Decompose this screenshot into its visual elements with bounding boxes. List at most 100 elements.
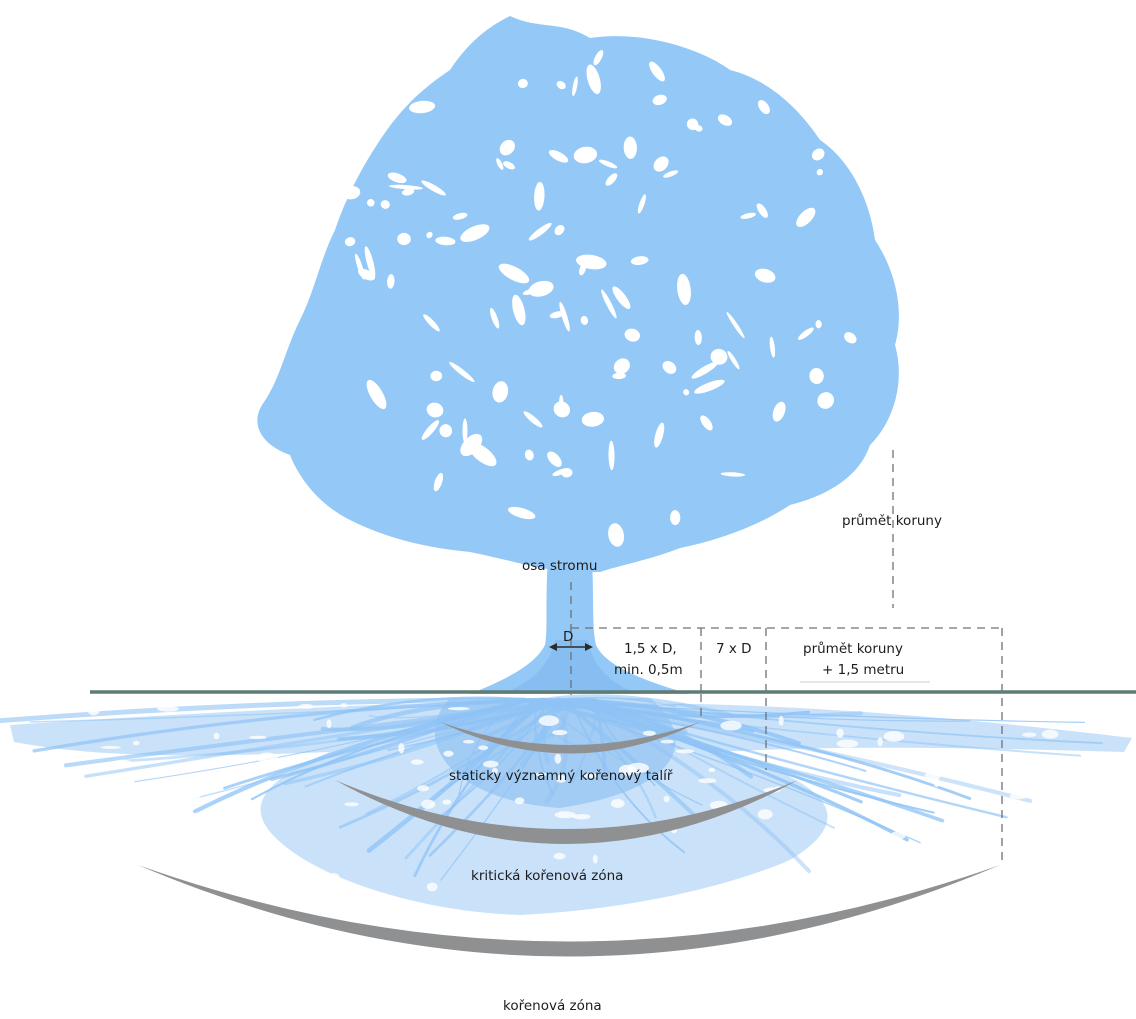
critical-root-zone-arc <box>335 780 798 844</box>
tree-crown <box>257 16 899 572</box>
crown-projection-label: průmět koruny <box>842 513 942 529</box>
root-gap <box>663 795 670 803</box>
crown-gap <box>523 411 543 428</box>
root-gap <box>778 715 784 726</box>
trunk <box>470 560 690 694</box>
crown-gap <box>561 468 573 478</box>
crown-gap <box>772 401 786 422</box>
root-gap <box>491 767 498 775</box>
crown-gap <box>691 361 718 379</box>
crown-gap <box>624 328 641 342</box>
root-gap <box>1030 765 1036 770</box>
root-gap <box>871 804 878 809</box>
crown-gap <box>586 64 601 95</box>
root-gap <box>552 729 568 736</box>
crown-gap <box>528 222 552 241</box>
root-strand <box>440 699 551 817</box>
crown-gap <box>517 78 528 89</box>
root-strand <box>338 698 567 829</box>
root-gap <box>642 730 656 736</box>
root-gap <box>877 737 883 747</box>
root-gap <box>535 772 547 777</box>
root-gap <box>417 785 430 792</box>
crown-gap <box>421 180 446 196</box>
root-gap <box>478 745 489 751</box>
crown-gap <box>612 372 627 380</box>
root-strand <box>564 698 863 804</box>
crown-gap <box>397 232 411 246</box>
crown-gap <box>366 379 387 410</box>
root-gap <box>611 798 625 808</box>
crown-gap <box>710 348 728 365</box>
crown-gap <box>426 231 433 239</box>
root-gap <box>583 773 597 779</box>
crown-gap <box>683 389 690 396</box>
crown-gap <box>524 449 534 461</box>
crown-gap <box>503 161 515 170</box>
root-zone-label: kořenová zóna <box>503 998 602 1014</box>
root-gap <box>463 739 475 744</box>
root-gap <box>113 759 132 766</box>
stem-zone-label-1: 1,5 x D, <box>624 641 677 657</box>
root-gap <box>554 753 562 764</box>
crown-gap <box>496 158 504 170</box>
crown-gap <box>522 286 546 295</box>
root-gap <box>940 761 946 766</box>
tree-axis-label: osa stromu <box>522 558 597 574</box>
root-gap <box>836 728 844 738</box>
root-strand <box>569 699 686 854</box>
root-gap <box>256 752 278 764</box>
root-gap <box>326 719 332 729</box>
root-gap <box>866 768 873 780</box>
crown-gap <box>608 523 625 547</box>
root-strand <box>519 698 863 719</box>
root-gap <box>443 750 454 757</box>
root-gap <box>592 854 598 864</box>
root-gap <box>928 753 939 761</box>
crown-gap <box>507 506 536 520</box>
critical-root-zone-label: kritická kořenová zóna <box>471 868 623 884</box>
crown-gap <box>342 185 361 200</box>
crown-gap <box>439 424 453 438</box>
crown-gap <box>548 150 569 163</box>
crown-gap <box>580 315 589 325</box>
crown-gap <box>460 224 490 243</box>
root-strand <box>541 694 733 717</box>
root-gap <box>398 743 405 754</box>
crown-gap <box>364 246 376 278</box>
crown-gap <box>757 100 770 115</box>
root-gap <box>328 873 340 882</box>
crown-gap <box>662 360 677 374</box>
crown-gap <box>498 263 530 284</box>
root-gap <box>572 814 591 820</box>
root-gap <box>618 764 637 776</box>
crown-gap <box>581 411 605 427</box>
root-strand <box>590 699 1103 745</box>
root-system <box>0 694 1132 915</box>
crown-gap <box>554 225 565 236</box>
crown-gap <box>630 256 649 266</box>
crown-gap <box>740 212 756 219</box>
root-gap <box>660 739 675 744</box>
crown-gap <box>811 148 825 161</box>
root-gap <box>698 778 717 784</box>
root-strand <box>366 697 545 853</box>
crown-gap <box>512 294 526 326</box>
middle-zone-label: 7 x D <box>716 641 752 657</box>
crown-gap <box>325 170 336 189</box>
root-strand <box>0 697 527 724</box>
root-strand <box>570 698 810 719</box>
crown-gap <box>677 273 691 306</box>
root-strand <box>223 698 596 790</box>
root-plate-arc <box>440 722 700 754</box>
crown-gap <box>605 173 618 186</box>
root-strand <box>404 698 556 860</box>
root-zone-arc <box>138 865 1000 957</box>
crown-gap <box>756 203 768 218</box>
crown-gap <box>809 368 824 384</box>
crown-gap <box>654 422 665 448</box>
dimension-lines <box>570 450 1003 865</box>
crown-gap <box>649 61 665 82</box>
crown-gap <box>816 168 823 176</box>
root-gap <box>538 715 560 726</box>
